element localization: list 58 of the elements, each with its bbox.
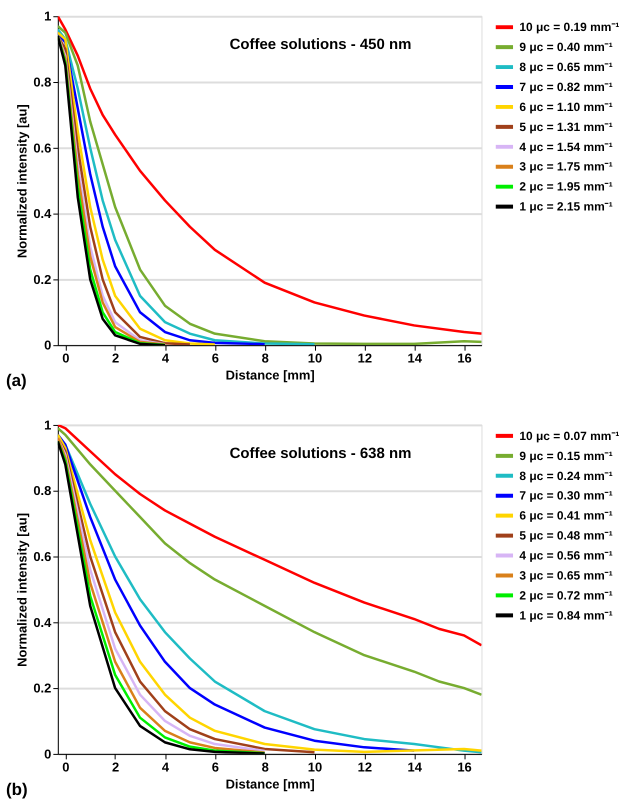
legend-label: 9 μc = 0.40 mm⁻¹ xyxy=(519,40,613,54)
x-tick-label: 6 xyxy=(212,350,219,366)
y-tick-label: 0.4 xyxy=(33,206,52,222)
x-tick-label: 16 xyxy=(457,759,472,774)
x-tick-label: 0 xyxy=(62,759,70,774)
y-tick-label: 0.6 xyxy=(33,548,52,564)
x-tick-label: 8 xyxy=(262,759,269,774)
y-tick-label: 0.8 xyxy=(33,74,52,90)
legend-label: 3 μc = 0.65 mm⁻¹ xyxy=(519,568,613,582)
legend-label: 9 μc = 0.15 mm⁻¹ xyxy=(519,448,613,463)
y-tick-label: 0 xyxy=(44,746,52,762)
x-tick-label: 0 xyxy=(62,350,70,366)
y-tick-label: 0.4 xyxy=(33,614,52,630)
legend-label: 7 μc = 0.30 mm⁻¹ xyxy=(519,488,613,503)
x-tick-label: 16 xyxy=(457,350,472,366)
y-tick-label: 0.6 xyxy=(33,140,52,156)
legend-label: 8 μc = 0.65 mm⁻¹ xyxy=(519,60,613,74)
x-tick-label: 6 xyxy=(212,759,219,774)
x-tick-label: 4 xyxy=(162,759,170,774)
x-axis-title: Distance [mm] xyxy=(226,368,315,383)
legend-label: 6 μc = 0.41 mm⁻¹ xyxy=(519,508,613,523)
legend-label: 2 μc = 0.72 mm⁻¹ xyxy=(519,588,613,602)
legend-label: 2 μc = 1.95 mm⁻¹ xyxy=(519,180,613,194)
x-tick-label: 2 xyxy=(112,759,120,774)
y-tick-label: 0.2 xyxy=(33,680,52,696)
x-tick-label: 14 xyxy=(407,759,423,774)
y-tick-label: 0.2 xyxy=(33,272,52,287)
x-tick-label: 8 xyxy=(262,350,269,366)
y-tick-label: 1 xyxy=(44,8,52,24)
y-tick-label: 0.8 xyxy=(33,483,52,498)
legend-label: 3 μc = 1.75 mm⁻¹ xyxy=(519,160,613,174)
legend-label: 7 μc = 0.82 mm⁻¹ xyxy=(519,80,613,94)
text: (a) xyxy=(6,371,27,390)
text: Coffee solutions - 638 nm xyxy=(230,444,412,462)
x-tick-label: 10 xyxy=(308,350,322,366)
legend-label: 4 μc = 0.56 mm⁻¹ xyxy=(519,548,613,562)
legend-label: 6 μc = 1.10 mm⁻¹ xyxy=(519,100,613,114)
x-tick-label: 12 xyxy=(358,350,372,366)
x-tick-label: 14 xyxy=(407,350,423,366)
legend-label: 4 μc = 1.54 mm⁻¹ xyxy=(519,140,613,154)
x-tick-label: 12 xyxy=(358,759,372,774)
legend-label: 8 μc = 0.24 mm⁻¹ xyxy=(519,468,613,483)
legend-label: 5 μc = 0.48 mm⁻¹ xyxy=(519,528,613,543)
legend-label: 10 μc = 0.07 mm⁻¹ xyxy=(519,428,620,443)
legend-label: 1 μc = 0.84 mm⁻¹ xyxy=(519,608,613,622)
x-axis-title: Distance [mm] xyxy=(226,776,315,792)
y-tick-label: 1 xyxy=(44,417,52,432)
legend-label: 1 μc = 2.15 mm⁻¹ xyxy=(519,200,613,214)
y-axis-title: Normalized intensity [au] xyxy=(14,512,30,667)
text: Coffee solutions - 450 nm xyxy=(230,36,412,54)
x-tick-label: 4 xyxy=(162,350,170,366)
x-tick-label: 2 xyxy=(112,350,120,366)
legend-label: 5 μc = 1.31 mm⁻¹ xyxy=(519,120,613,134)
x-tick-label: 10 xyxy=(308,759,322,774)
legend-label: 10 μc = 0.19 mm⁻¹ xyxy=(519,20,620,34)
y-axis-title: Normalized intensity [au] xyxy=(14,104,30,258)
y-tick-label: 0 xyxy=(44,338,52,353)
text: (b) xyxy=(6,780,28,799)
